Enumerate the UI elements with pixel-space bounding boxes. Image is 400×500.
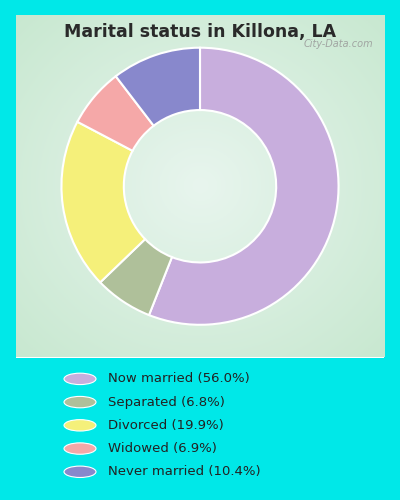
Text: Never married (10.4%): Never married (10.4%) (108, 466, 261, 478)
Wedge shape (149, 48, 338, 325)
Wedge shape (77, 76, 154, 151)
Text: Divorced (19.9%): Divorced (19.9%) (108, 419, 224, 432)
Wedge shape (62, 122, 145, 282)
Wedge shape (100, 239, 172, 315)
Wedge shape (116, 48, 200, 126)
Circle shape (64, 420, 96, 431)
Circle shape (64, 466, 96, 477)
Circle shape (64, 443, 96, 454)
Text: City-Data.com: City-Data.com (303, 39, 373, 49)
Circle shape (64, 373, 96, 384)
Circle shape (64, 396, 96, 408)
Text: Marital status in Killona, LA: Marital status in Killona, LA (64, 22, 336, 40)
Text: Separated (6.8%): Separated (6.8%) (108, 396, 225, 408)
Text: Widowed (6.9%): Widowed (6.9%) (108, 442, 217, 455)
Text: Now married (56.0%): Now married (56.0%) (108, 372, 250, 386)
